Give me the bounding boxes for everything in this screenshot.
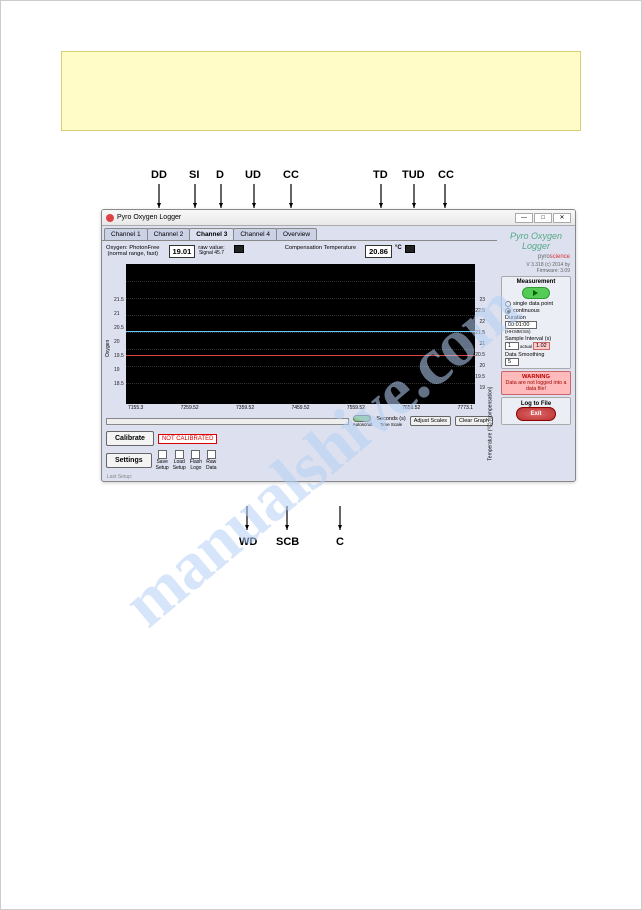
bottom-arrows [1,506,642,536]
checkbox-flash-logo[interactable]: FlashLogo [190,450,202,471]
close-button[interactable]: ✕ [553,213,571,223]
oxygen-range: (normal range, fast) [107,251,158,257]
annotation-ud: UD [245,169,261,181]
tab-bar: Channel 1Channel 2Channel 3Channel 4Over… [102,226,497,240]
annotation-td: TD [373,169,388,181]
signal-label: Signal [199,250,213,256]
yellow-banner [61,51,581,131]
y-axis-right-label: Temperature (°C) [compensation] [488,387,494,461]
app-window: Pyro Oxygen Logger — □ ✕ Channel 1Channe… [101,209,576,482]
time-scale-label: Time Scale [380,422,402,427]
radio-single[interactable]: single data point [505,301,567,307]
checkbox-load-setup[interactable]: LoadSetup [173,450,186,471]
minimize-button[interactable]: — [515,213,533,223]
y-axis-left-label: Oxygen [105,340,111,357]
annotation-d: D [216,169,224,181]
brand-logo: pyroscience [499,254,573,262]
temp-value: 20.86 [365,245,392,258]
chart-toolbar: Autoscroll Seconds (s) Time Scale Adjust… [102,413,497,429]
tab-channel-1[interactable]: Channel 1 [104,228,148,240]
app-icon [106,214,114,222]
autoscroll-toggle[interactable] [353,415,371,422]
maximize-button[interactable]: □ [534,213,552,223]
smoothing-input[interactable]: 5 [505,358,519,366]
measurement-title: Measurement [505,279,567,285]
adjust-scales-button[interactable]: Adjust Scales [410,416,451,426]
interval-actual: 1.02 [533,342,550,350]
y-axis-left: 21.52120.52019.51918.5 [114,297,124,395]
chart-scrollbar[interactable] [106,418,349,425]
annotation-c: C [336,536,344,548]
temp-unit: °C [395,245,402,251]
left-pane: Channel 1Channel 2Channel 3Channel 4Over… [102,226,497,481]
annotation-cc: CC [438,169,454,181]
checkbox-save-setup[interactable]: SaveSetup [156,450,169,471]
titlebar: Pyro Oxygen Logger — □ ✕ [102,210,575,226]
tab-channel-4[interactable]: Channel 4 [233,228,277,240]
settings-row: Settings SaveSetup LoadSetup FlashLogo RawD… [102,448,497,473]
header-row: Oxygen: PhotonFree (normal range, fast) … [102,240,497,262]
x-axis: 7155.37259.527359.527459.527559.527659.5… [106,404,493,411]
calibrate-button[interactable]: Calibrate [106,431,154,446]
firmware-text: Firmware: 3.09 [499,268,573,274]
page: { "watermark": "manualshive.com", "top_a… [0,0,642,910]
last-setup-label: Last Setup: [102,473,497,481]
tab-overview[interactable]: Overview [276,228,317,240]
annotation-tud: TUD [402,169,425,181]
interval-input[interactable]: 1 [505,342,519,350]
annotation-dd: DD [151,169,167,181]
bottom-controls: Calibrate NOT CALIBRATED [102,429,497,448]
play-button[interactable] [522,287,550,299]
top-arrows [1,181,642,211]
log-label: Log to File [505,401,567,407]
exit-button[interactable]: Exit [516,407,556,421]
not-calibrated-badge: NOT CALIBRATED [158,434,217,444]
duration-format: (HH:MM:SS) [505,329,567,334]
tab-channel-2[interactable]: Channel 2 [147,228,191,240]
log-panel: Log to File Exit [501,397,571,425]
annotation-wd: WD [239,536,257,548]
warning-text: Data are not logged into a data file! [506,380,567,392]
header-title: Pyro Oxygen Logger [499,228,573,254]
duration-input[interactable]: 00:01:00 [505,321,537,329]
measurement-panel: Measurement single data point continuous… [501,276,571,369]
settings-button[interactable]: Settings [106,453,152,468]
autoscroll-label: Autoscroll [353,422,373,427]
temp-color-box[interactable] [405,245,415,253]
radio-continuous[interactable]: continuous [505,308,567,314]
annotation-scb: SCB [276,536,299,548]
oxygen-value: 19.01 [169,245,196,258]
chart-area: Oxygen 21.52120.52019.51918.5 2322.52221… [106,264,493,411]
warning-panel: WARNING Data are not logged into a data … [501,371,571,395]
raw-color-box[interactable] [234,245,244,253]
checkbox-raw-data[interactable]: RawData [206,450,217,471]
tab-channel-3[interactable]: Channel 3 [189,228,234,240]
y-axis-right: 2322.52221.52120.52019.519 [475,297,485,396]
annotation-si: SI [189,169,199,181]
chart-plot[interactable] [126,264,475,404]
right-pane: Pyro Oxygen Logger pyroscience V 3.318 (… [497,226,575,481]
annotation-cc: CC [283,169,299,181]
window-title: Pyro Oxygen Logger [117,214,181,221]
temp-label: Compensation Temperature [285,245,356,251]
